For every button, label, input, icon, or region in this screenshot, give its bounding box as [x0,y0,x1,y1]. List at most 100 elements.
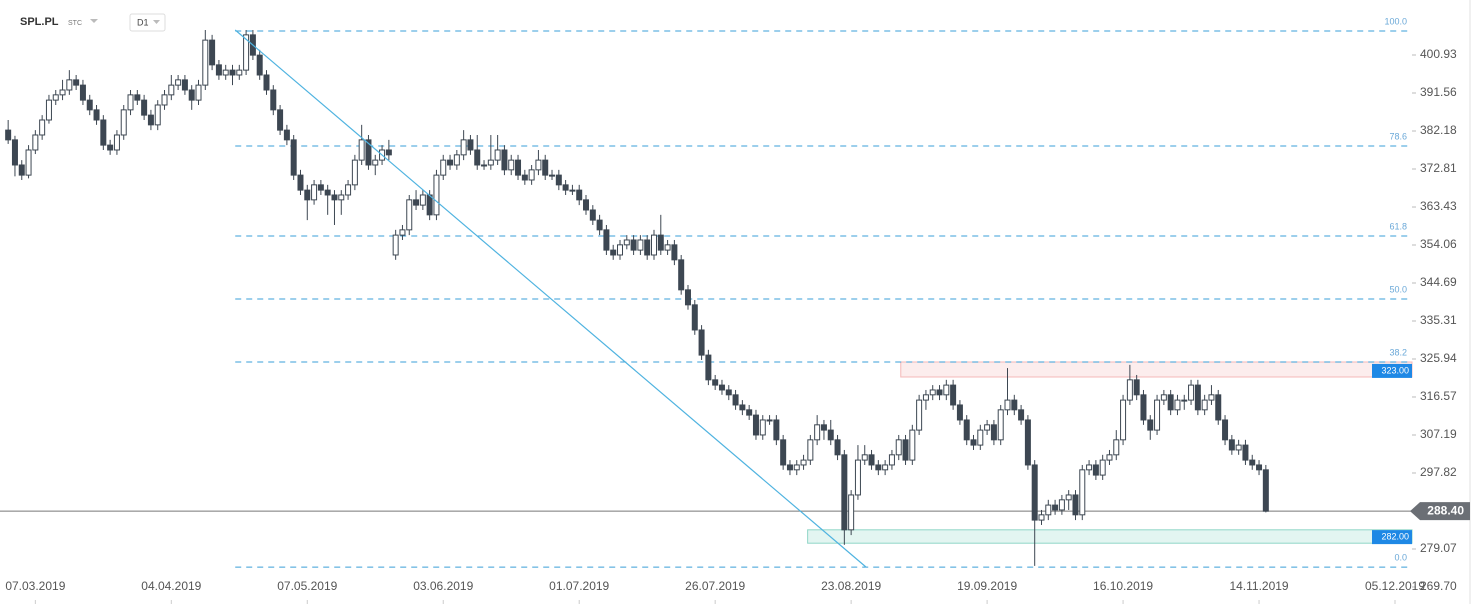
y-tick-label: 325.94 [1420,351,1457,365]
candle-body [963,419,970,441]
candle-body [290,139,297,176]
candle-body [195,84,202,101]
candle-body [521,174,528,181]
x-tick-label: 05.12.2019 [1365,579,1425,593]
candle-body [528,169,535,181]
candle-body [542,159,549,176]
candle-body [589,209,596,221]
candle-body [86,99,93,111]
fib-label: 61.8 [1389,221,1407,231]
candle-body [419,194,426,206]
candle-body [705,354,712,381]
candle-body [413,199,420,206]
candle-body [569,189,576,192]
dropdown-arrow[interactable] [90,19,98,23]
candle-body [739,404,746,411]
x-tick-label: 07.05.2019 [277,579,337,593]
candle-body [1235,444,1242,451]
candle-body [807,439,814,461]
candle-body [100,119,107,146]
candle-body [481,164,488,167]
fib-label: 38.2 [1389,347,1407,357]
candle-body [358,139,365,161]
candle-body [895,439,902,456]
candle-body [1072,494,1079,516]
candle-body [134,94,141,101]
candle-body [39,119,46,136]
candle-body [549,174,556,177]
candle-body [671,244,678,261]
candle-body [644,239,651,256]
x-tick-label: 26.07.2019 [685,579,745,593]
candle-body [1120,399,1127,441]
candle-body [555,174,562,186]
candle-body [684,289,691,306]
candle-body [141,99,148,116]
interval-box[interactable] [129,13,166,32]
candle-body [603,229,610,251]
candle-body [977,429,984,446]
candle-body [617,244,624,256]
candle-body [1099,459,1106,476]
candle-body [1140,394,1147,421]
candle-body [623,239,630,246]
x-tick-label: 04.04.2019 [141,579,201,593]
candle-body [311,184,318,201]
x-tick-label: 03.06.2019 [413,579,473,593]
candle-body [650,234,657,256]
candle-body [161,94,168,106]
fib-label: 78.6 [1389,131,1407,141]
interval: D1 [137,17,149,27]
y-tick-label: 400.93 [1420,47,1457,61]
candle-body [950,384,957,406]
candle-body [1154,399,1161,431]
candle-body [712,379,719,386]
candle-body [460,139,467,156]
candle-body [399,229,406,236]
candle-body [854,459,861,496]
candle-body [827,429,834,441]
candle-body [990,424,997,441]
candle-body [453,154,460,166]
candle-body [304,189,311,201]
candle-body [1242,444,1249,461]
zone [900,361,1413,378]
candle-body [175,79,182,86]
current-price-label: 288.40 [1427,503,1464,517]
candle-body [786,464,793,471]
current-price-box [1410,502,1470,521]
candle-body [243,34,250,71]
zone [807,529,1413,544]
candle-body [256,54,263,76]
candle-body [664,244,671,251]
x-tick-label: 01.07.2019 [549,579,609,593]
x-tick-label: 23.08.2019 [821,579,881,593]
candle-body [888,454,895,466]
y-tick-label: 372.81 [1420,161,1457,175]
dropdown-arrow[interactable] [153,20,160,24]
candle-body [800,459,807,466]
candle-body [834,439,841,456]
y-tick-label: 279.07 [1420,541,1457,555]
candle-body [447,159,454,166]
y-tick-label: 391.56 [1420,85,1457,99]
candle-body [494,149,501,161]
candle-body [45,99,52,121]
candle-body [725,389,732,396]
candle-body [1222,419,1229,441]
candle-body [848,494,855,531]
candle-body [841,454,848,531]
candle-body [1031,464,1038,521]
candle-body [392,234,399,256]
candle-body [501,149,508,171]
candle-body [943,384,950,396]
candle-body [426,194,433,216]
candle-body [351,159,358,186]
candle-body [1106,454,1113,461]
candle-body [630,239,637,251]
candle-body [1174,399,1181,411]
candle-body [93,109,100,121]
candle-body [1038,514,1045,521]
candle-body [79,84,86,101]
